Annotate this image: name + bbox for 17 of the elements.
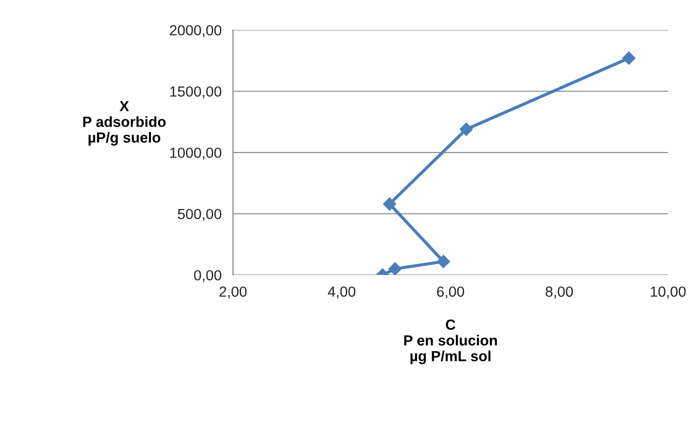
y-tick-label: 0,00 — [194, 270, 222, 282]
point — [460, 122, 473, 136]
point — [436, 254, 450, 268]
point — [622, 52, 636, 65]
y-tick-label: 1500,00 — [170, 86, 222, 98]
y-tick-label: 1000,00 — [170, 148, 222, 160]
point — [388, 262, 402, 275]
x-tick-label: 2,00 — [220, 286, 247, 299]
y-tick-label: 2000,00 — [170, 25, 222, 38]
y-tick-label: 500,00 — [178, 208, 222, 221]
y-axis-title: X P adsorbido µP/g suelo — [83, 101, 166, 146]
x-tick-label: 8,00 — [546, 286, 573, 299]
x-tick-label: 6,00 — [437, 286, 464, 299]
x-tick-label: 10,00 — [650, 286, 686, 299]
x-tick-label: 4,00 — [328, 286, 356, 299]
point — [383, 197, 396, 211]
x-axis-title: C P en solucion µg P/mL sol — [404, 320, 497, 364]
